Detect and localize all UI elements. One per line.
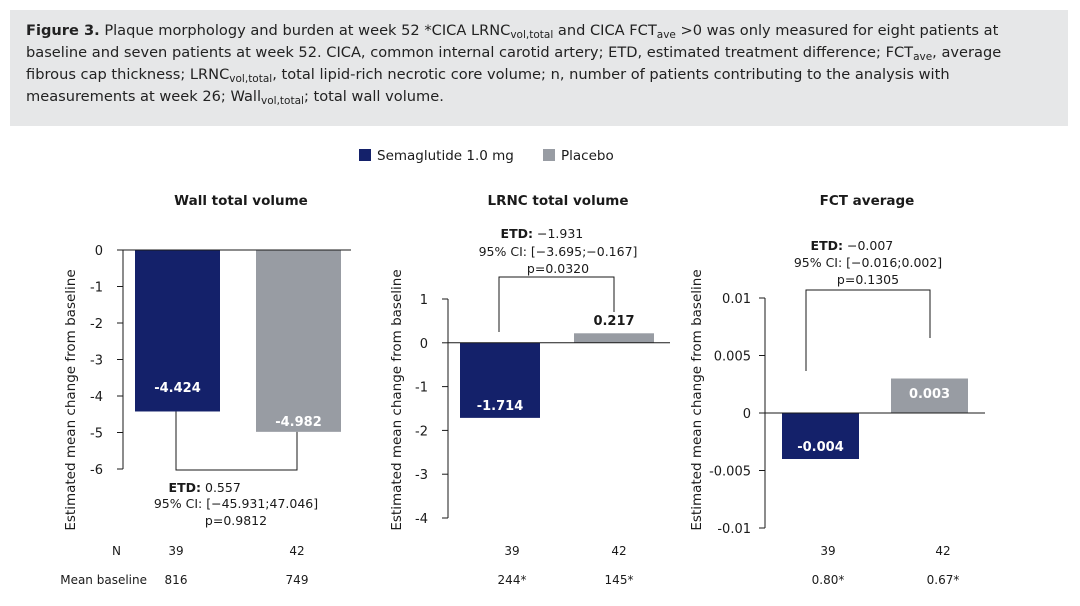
y-tick-label: -6 [90,463,103,478]
caption-subscript: ave [656,29,676,41]
bar-value-label: -1.714 [477,399,524,414]
etd-label: ETD: [501,226,533,241]
legend-label-semaglutide: Semaglutide 1.0 mg [377,148,514,164]
y-tick-label: 0 [743,407,751,422]
mean-baseline-value: 244* [498,573,527,587]
mean-baseline-value: 816 [165,573,188,587]
y-tick-label: 0 [420,337,428,352]
bar-semaglutide [460,342,540,418]
y-tick-label: -3 [90,354,103,369]
bar-placebo [891,378,968,413]
caption-subscript: vol,total [229,73,273,85]
bar-semaglutide [135,250,220,412]
y-axis-label: Estimated mean change from baseline [63,269,79,530]
n-value: 42 [289,544,304,558]
y-axis-label: Estimated mean change from baseline [389,269,405,530]
etd-label: ETD: [169,480,201,495]
bar-value-label: -0.004 [797,440,844,455]
y-tick-label: -0.01 [717,522,751,537]
etd-bracket [175,411,298,471]
etd-ci: 95% CI: [−45.931;47.046] [154,496,318,511]
etd-bracket [805,289,931,371]
row-label-n: N [112,544,121,558]
y-tick-label: 0.005 [714,350,751,365]
legend-swatch-semaglutide [359,149,371,161]
y-tick-label: -2 [90,317,103,332]
caption-fragment: and CICA FCT [553,22,657,39]
mean-baseline-value: 749 [286,573,309,587]
caption-fragment: >0 was only measured for eight patients … [26,22,999,61]
caption-subscript: vol,total [261,95,304,107]
etd-ci: 95% CI: [−0.016;0.002] [794,255,942,270]
y-tick-label: -1 [90,281,103,296]
y-tick-label: -1 [415,381,428,396]
legend-swatch-placebo [543,149,555,161]
y-tick-label: -5 [90,427,103,442]
n-value: 42 [935,544,950,558]
caption-fragment: Plaque morphology and burden at week 52 … [99,22,511,39]
y-tick-label: -0.005 [709,465,751,480]
etd-value: 0.557 [205,480,241,495]
etd-p-value: p=0.0320 [527,261,589,276]
caption-fragment: ; total wall volume. [303,88,444,105]
y-axis-label: Estimated mean change from baseline [689,269,705,530]
chart-title: FCT average [820,193,915,209]
y-tick-label: 0.01 [722,292,751,307]
caption-subscript: vol,total [510,29,554,41]
caption-subscript: ave [913,51,933,63]
bar-semaglutide [782,413,859,459]
figure-label: Figure 3. [26,22,100,39]
figure-caption: Figure 3. Plaque morphology and burden a… [10,10,1068,126]
etd-ci: 95% CI: [−3.695;−0.167] [479,244,638,259]
y-tick-label: 1 [420,293,428,308]
mean-baseline-value: 0.67* [927,573,960,587]
bar-placebo [574,333,654,343]
bar-placebo [256,250,341,432]
mean-baseline-value: 145* [605,573,634,587]
n-value: 42 [611,544,626,558]
etd-value: −0.007 [847,238,893,253]
n-value: 39 [820,544,835,558]
y-tick-label: -2 [415,424,428,439]
y-tick-label: 0 [95,244,103,259]
legend-label-placebo: Placebo [561,148,614,164]
chart-title: LRNC total volume [487,193,628,209]
caption-fragment: , total lipid-rich necrotic core volume;… [26,66,950,105]
etd-label: ETD: [811,238,843,253]
row-label-mean-baseline: Mean baseline [60,573,147,587]
y-tick-label: -4 [90,390,103,405]
bar-value-label: 0.003 [909,387,950,402]
mean-baseline-value: 0.80* [812,573,845,587]
bar-value-label: -4.424 [154,381,201,396]
chart-title: Wall total volume [174,193,308,209]
etd-p-value: p=0.1305 [837,272,899,287]
caption-text: Plaque morphology and burden at week 52 … [26,22,1002,107]
caption-fragment: , average fibrous cap thickness; LRNC [26,44,1002,83]
etd-p-value: p=0.9812 [205,513,267,528]
bar-value-label: 0.217 [593,314,634,329]
etd-bracket [498,276,615,332]
y-tick-label: -4 [415,512,428,527]
etd-value: −1.931 [537,226,583,241]
n-value: 39 [168,544,183,558]
y-tick-label: -3 [415,468,428,483]
n-value: 39 [504,544,519,558]
bar-value-label: -4.982 [275,415,322,430]
